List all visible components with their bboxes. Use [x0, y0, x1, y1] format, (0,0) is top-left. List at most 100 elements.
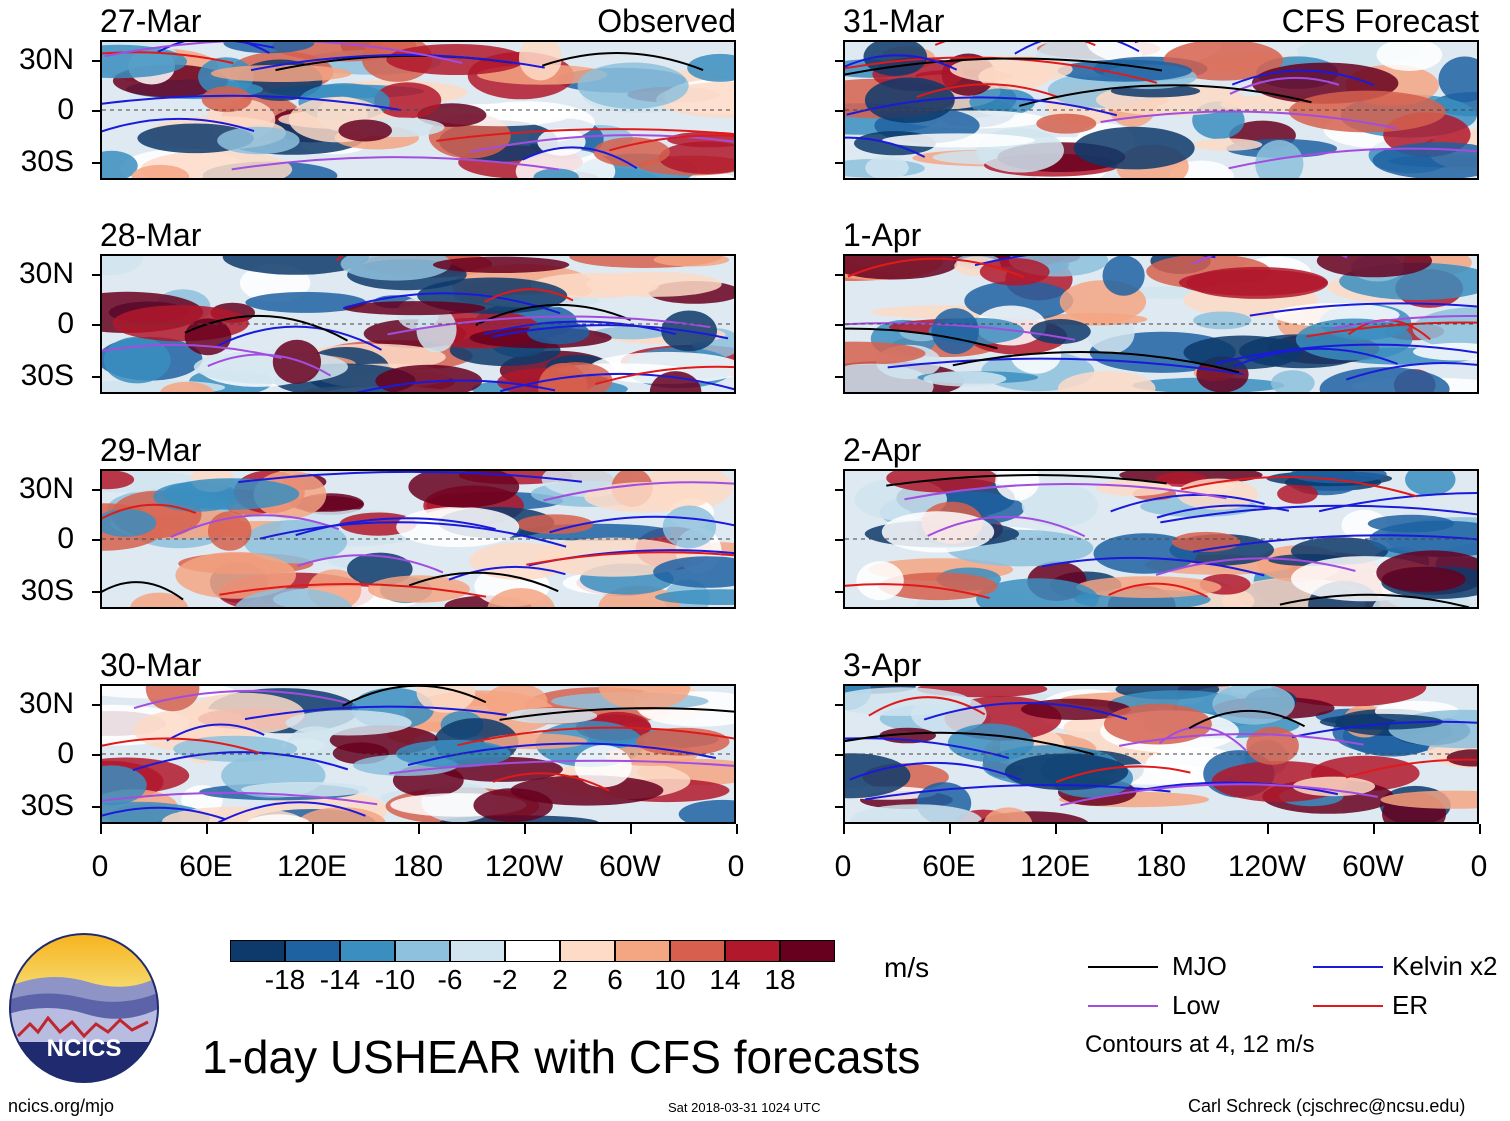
x-tick-label: 120W [1227, 850, 1307, 883]
contour-line [865, 784, 1171, 801]
y-tick-mark [92, 489, 100, 491]
x-tick-mark [1055, 824, 1057, 834]
shear-field-blob [162, 478, 300, 510]
colorbar-units: m/s [884, 952, 930, 983]
contour-line [609, 134, 734, 152]
panel-date-label: 29-Mar [100, 432, 202, 468]
shear-field-blob [367, 575, 470, 603]
shear-field-blob [845, 363, 934, 392]
shear-field-blob [949, 55, 1073, 83]
shear-field-blob [863, 42, 928, 76]
y-tick-mark [835, 376, 843, 378]
contour-line [1291, 720, 1477, 739]
y-tick-mark [92, 704, 100, 706]
shear-field-blob [1192, 138, 1263, 151]
contour-line [1249, 302, 1477, 317]
y-tick-mark [92, 806, 100, 808]
contour-line [1233, 347, 1398, 368]
main-title: 1-day USHEAR with CFS forecasts [202, 1031, 921, 1083]
contour-line [102, 503, 197, 520]
y-tick-mark [92, 376, 100, 378]
shear-field-blob [845, 341, 926, 366]
contour-line [184, 314, 348, 342]
x-tick-mark [418, 824, 420, 834]
y-tick-mark [835, 806, 843, 808]
contour-line [1318, 492, 1477, 513]
shear-field-blob [1093, 533, 1198, 574]
panel-title: Observed [597, 3, 736, 39]
contour-line [1056, 765, 1191, 783]
contour-line [846, 96, 1118, 117]
contours-note: Contours at 4, 12 m/s [1085, 1031, 1315, 1058]
shear-field-blob [1292, 776, 1376, 797]
contour-line [342, 292, 561, 315]
x-tick-label: 0 [91, 850, 109, 883]
contour-line [102, 581, 184, 601]
shear-field-blob [386, 44, 526, 75]
map-panel-29-mar [100, 469, 736, 609]
contour-line [1100, 110, 1399, 130]
contour-line [543, 481, 734, 502]
contour-line [102, 737, 260, 754]
x-tick-mark [736, 824, 738, 834]
shear-field-blob [1021, 483, 1098, 528]
contour-line [259, 521, 567, 548]
colorbar-label: -14 [319, 964, 361, 995]
footer-author: Carl Schreck (cjschrec@ncsu.edu) [1188, 1096, 1466, 1116]
shear-field-blob [662, 505, 717, 549]
contour-line [342, 686, 487, 707]
shear-field-blob [518, 42, 562, 81]
shear-field-blob [598, 686, 691, 711]
shear-field-blob [340, 256, 452, 281]
shear-field-blob [102, 765, 147, 805]
shear-field-blob [1193, 311, 1252, 330]
shear-field-blob [175, 551, 296, 599]
shear-field-blob [1057, 371, 1156, 392]
shear-field-blob [658, 141, 734, 174]
shear-field-blob [243, 520, 348, 564]
shear-field-blob [1030, 319, 1091, 344]
shear-field-blob [969, 88, 1035, 116]
contour-line [845, 737, 1010, 759]
y-tick-mark [835, 110, 843, 112]
shear-field-blob [343, 301, 486, 316]
x-tick-label: 120W [484, 850, 564, 883]
panel-date-label: 1-Apr [843, 217, 922, 253]
contour-line [408, 571, 559, 593]
contour-line [845, 57, 1163, 76]
shear-field-blob [1096, 479, 1173, 496]
contour-line [448, 565, 566, 581]
shear-field-blob [1319, 367, 1450, 392]
colorbar-swatch [560, 940, 615, 962]
contour-line [927, 515, 1086, 538]
panel-date-label: 28-Mar [100, 217, 202, 253]
map-panel-1-apr [843, 254, 1479, 394]
x-tick-mark [843, 824, 845, 834]
shear-field-blob [1102, 256, 1145, 296]
shear-field-blob [931, 308, 979, 355]
shear-field-blob [947, 723, 1034, 762]
colorbar-label: 14 [709, 964, 741, 995]
contour-line [549, 515, 734, 534]
shear-field-blob [1057, 59, 1192, 82]
x-tick-label: 180 [1135, 850, 1187, 883]
y-tick-mark [835, 754, 843, 756]
shear-field-blob [408, 471, 520, 508]
contour-line [470, 134, 734, 153]
contour-line [1156, 504, 1290, 519]
contour-line [1019, 84, 1312, 107]
x-tick-label: 120E [1019, 850, 1091, 883]
y-tick-mark [92, 539, 100, 541]
shear-field-blob [102, 509, 157, 537]
colorbar-swatch [230, 940, 285, 962]
shear-field-blob [534, 537, 692, 577]
x-tick-label: 60W [599, 850, 661, 883]
contour-line [845, 731, 1095, 756]
contour-line [102, 94, 402, 112]
contour-line [389, 759, 734, 775]
contour-line [1215, 343, 1477, 365]
shear-field-blob [102, 150, 138, 178]
x-tick-mark [206, 824, 208, 834]
contour-line [170, 514, 340, 538]
colorbar-label: 2 [552, 964, 568, 995]
